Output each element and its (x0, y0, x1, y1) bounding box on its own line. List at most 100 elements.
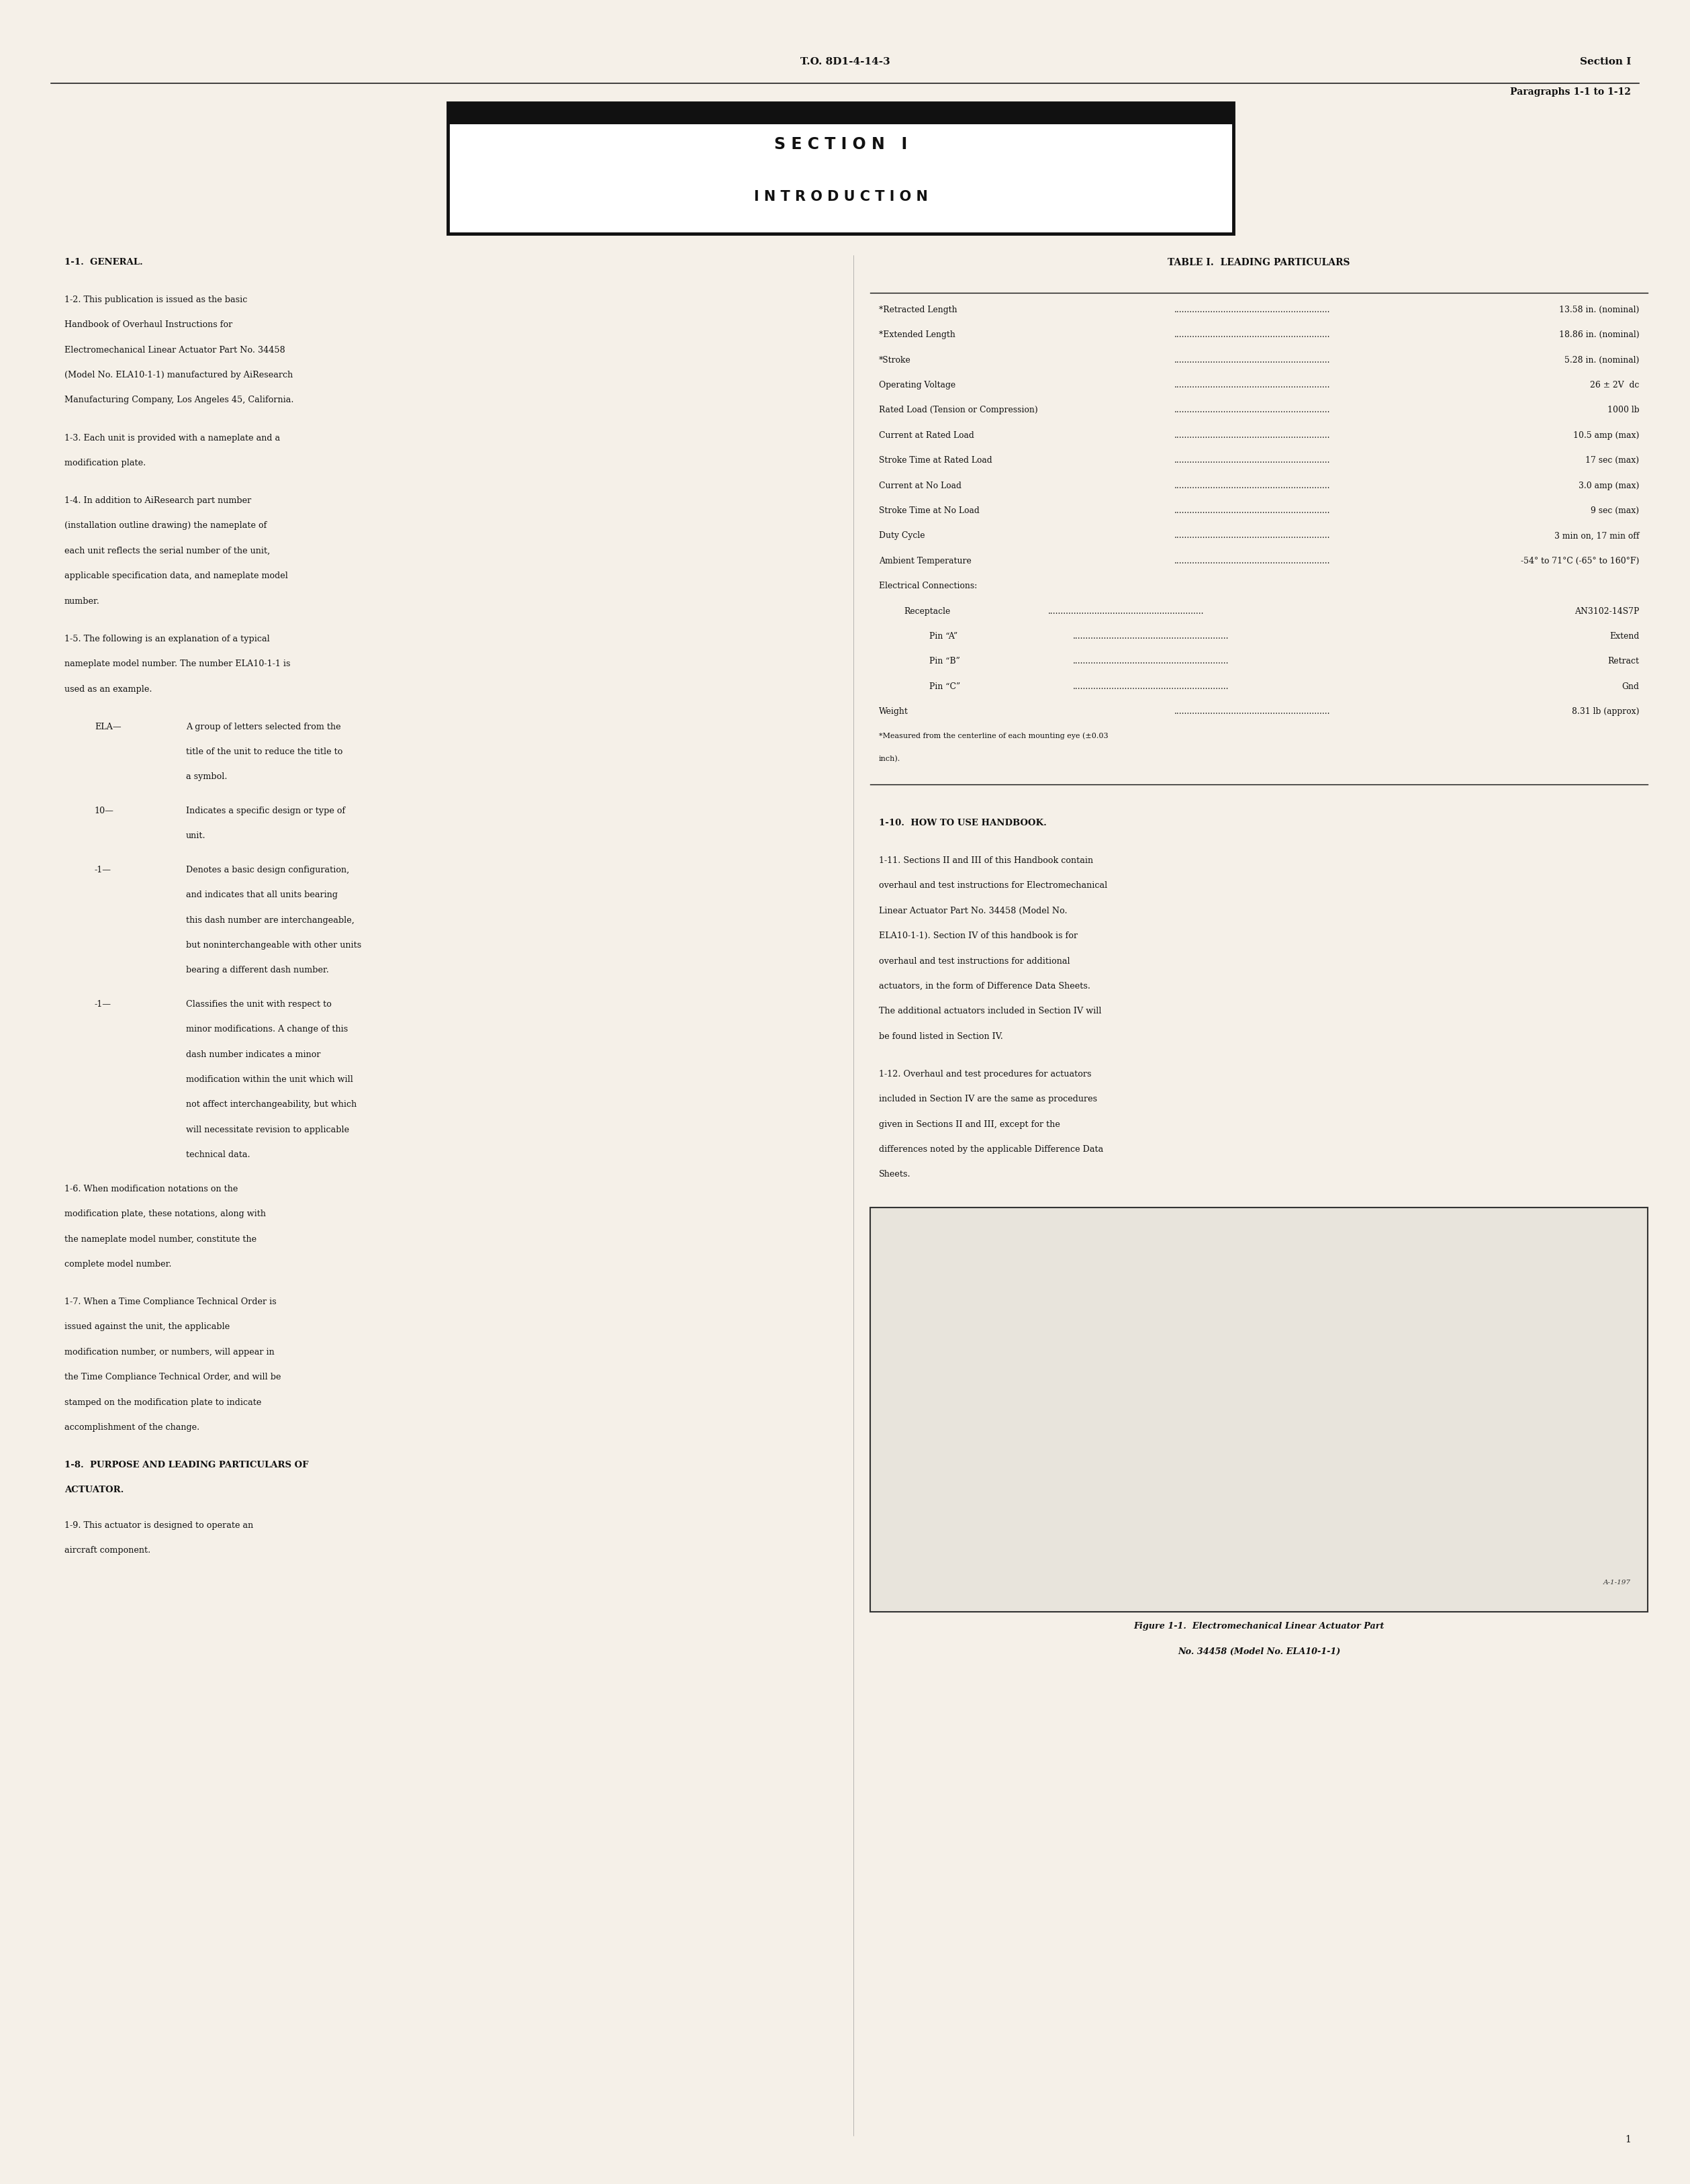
Text: used as an example.: used as an example. (64, 684, 152, 692)
Text: 10—: 10— (95, 806, 113, 815)
Bar (448, 103, 1234, 234)
Text: -1—: -1— (95, 1000, 112, 1009)
Text: each unit reflects the serial number of the unit,: each unit reflects the serial number of … (64, 546, 270, 555)
Text: Pin “A”: Pin “A” (930, 631, 958, 640)
Text: Electrical Connections:: Electrical Connections: (879, 581, 977, 590)
Text: not affect interchangeability, but which: not affect interchangeability, but which (186, 1101, 357, 1109)
Text: (installation outline drawing) the nameplate of: (installation outline drawing) the namep… (64, 522, 267, 531)
Text: Retract: Retract (1607, 657, 1639, 666)
Text: minor modifications. A change of this: minor modifications. A change of this (186, 1024, 348, 1033)
Text: T.O. 8D1-4-14-3: T.O. 8D1-4-14-3 (799, 57, 891, 66)
Text: No. 34458 (Model No. ELA10-1-1): No. 34458 (Model No. ELA10-1-1) (1178, 1647, 1340, 1655)
Text: ............................................................: ........................................… (1175, 430, 1330, 439)
Text: *Stroke: *Stroke (879, 356, 911, 365)
Text: Ambient Temperature: Ambient Temperature (879, 557, 972, 566)
Text: will necessitate revision to applicable: will necessitate revision to applicable (186, 1125, 350, 1133)
Text: given in Sections II and III, except for the: given in Sections II and III, except for… (879, 1120, 1060, 1129)
Text: 1-9. This actuator is designed to operate an: 1-9. This actuator is designed to operat… (64, 1520, 254, 1529)
Text: S E C T I O N   I: S E C T I O N I (774, 138, 908, 153)
Text: -1—: -1— (95, 865, 112, 874)
Text: A-1-197: A-1-197 (1604, 1579, 1631, 1586)
Text: 1-11. Sections II and III of this Handbook contain: 1-11. Sections II and III of this Handbo… (879, 856, 1093, 865)
Text: Stroke Time at Rated Load: Stroke Time at Rated Load (879, 456, 992, 465)
Text: ............................................................: ........................................… (1073, 631, 1229, 640)
Text: Receptacle: Receptacle (904, 607, 951, 616)
Text: ELA10-1-1). Section IV of this handbook is for: ELA10-1-1). Section IV of this handbook … (879, 933, 1078, 941)
Text: Operating Voltage: Operating Voltage (879, 380, 955, 389)
Text: 13.58 in. (nominal): 13.58 in. (nominal) (1560, 306, 1639, 314)
Text: *Retracted Length: *Retracted Length (879, 306, 957, 314)
Text: Pin “C”: Pin “C” (930, 681, 960, 690)
Text: complete model number.: complete model number. (64, 1260, 171, 1269)
Text: accomplishment of the change.: accomplishment of the change. (64, 1424, 199, 1433)
Text: modification number, or numbers, will appear in: modification number, or numbers, will ap… (64, 1348, 274, 1356)
Text: differences noted by the applicable Difference Data: differences noted by the applicable Diff… (879, 1144, 1104, 1153)
Text: The additional actuators included in Section IV will: The additional actuators included in Sec… (879, 1007, 1102, 1016)
Text: unit.: unit. (186, 832, 206, 841)
Text: Handbook of Overhaul Instructions for: Handbook of Overhaul Instructions for (64, 321, 232, 330)
Text: Paragraphs 1-1 to 1-12: Paragraphs 1-1 to 1-12 (1511, 87, 1631, 96)
Text: and indicates that all units bearing: and indicates that all units bearing (186, 891, 338, 900)
Text: 1-8.  PURPOSE AND LEADING PARTICULARS OF: 1-8. PURPOSE AND LEADING PARTICULARS OF (64, 1461, 308, 1470)
Text: ............................................................: ........................................… (1175, 708, 1330, 716)
Text: ............................................................: ........................................… (1175, 480, 1330, 489)
Text: ............................................................: ........................................… (1175, 356, 1330, 365)
Text: Section I: Section I (1580, 57, 1631, 66)
Text: Figure 1-1.  Electromechanical Linear Actuator Part: Figure 1-1. Electromechanical Linear Act… (1134, 1623, 1384, 1631)
Text: 1-10.  HOW TO USE HANDBOOK.: 1-10. HOW TO USE HANDBOOK. (879, 819, 1046, 828)
Text: Manufacturing Company, Los Angeles 45, California.: Manufacturing Company, Los Angeles 45, C… (64, 395, 294, 404)
Text: dash number indicates a minor: dash number indicates a minor (186, 1051, 321, 1059)
Text: Classifies the unit with respect to: Classifies the unit with respect to (186, 1000, 331, 1009)
Text: TABLE I.  LEADING PARTICULARS: TABLE I. LEADING PARTICULARS (1168, 258, 1350, 266)
Text: 1-3. Each unit is provided with a nameplate and a: 1-3. Each unit is provided with a namepl… (64, 432, 281, 441)
Text: ............................................................: ........................................… (1175, 380, 1330, 389)
Text: Current at Rated Load: Current at Rated Load (879, 430, 973, 439)
Bar (870, 1208, 1648, 1612)
Text: number.: number. (64, 596, 100, 605)
Text: Weight: Weight (879, 708, 908, 716)
Text: a symbol.: a symbol. (186, 773, 226, 782)
Text: 1000 lb: 1000 lb (1607, 406, 1639, 415)
Text: ACTUATOR.: ACTUATOR. (64, 1485, 123, 1494)
Text: 3.0 amp (max): 3.0 amp (max) (1578, 480, 1639, 489)
Text: ............................................................: ........................................… (1175, 557, 1330, 566)
Text: 10.5 amp (max): 10.5 amp (max) (1573, 430, 1639, 439)
Text: Extend: Extend (1609, 631, 1639, 640)
Text: 8.31 lb (approx): 8.31 lb (approx) (1572, 708, 1639, 716)
Text: title of the unit to reduce the title to: title of the unit to reduce the title to (186, 747, 343, 756)
Text: be found listed in Section IV.: be found listed in Section IV. (879, 1033, 1002, 1042)
Text: Duty Cycle: Duty Cycle (879, 531, 924, 539)
Text: I N T R O D U C T I O N: I N T R O D U C T I O N (754, 190, 928, 203)
Text: ............................................................: ........................................… (1175, 456, 1330, 465)
Text: 9 sec (max): 9 sec (max) (1590, 507, 1639, 515)
Text: inch).: inch). (879, 756, 901, 762)
Text: but noninterchangeable with other units: but noninterchangeable with other units (186, 941, 362, 950)
Text: ............................................................: ........................................… (1175, 507, 1330, 515)
Text: overhaul and test instructions for Electromechanical: overhaul and test instructions for Elect… (879, 882, 1107, 891)
Text: ............................................................: ........................................… (1175, 531, 1330, 539)
Text: this dash number are interchangeable,: this dash number are interchangeable, (186, 915, 355, 924)
Text: ............................................................: ........................................… (1048, 607, 1203, 616)
Text: modification plate.: modification plate. (64, 459, 145, 467)
Text: Rated Load (Tension or Compression): Rated Load (Tension or Compression) (879, 406, 1038, 415)
Text: Current at No Load: Current at No Load (879, 480, 962, 489)
Text: included in Section IV are the same as procedures: included in Section IV are the same as p… (879, 1094, 1097, 1103)
Text: 17 sec (max): 17 sec (max) (1585, 456, 1639, 465)
Text: Indicates a specific design or type of: Indicates a specific design or type of (186, 806, 345, 815)
Text: Sheets.: Sheets. (879, 1171, 911, 1179)
Text: 1-1.  GENERAL.: 1-1. GENERAL. (64, 258, 142, 266)
Text: technical data.: technical data. (186, 1151, 250, 1160)
Text: applicable specification data, and nameplate model: applicable specification data, and namep… (64, 572, 287, 581)
Text: 1-7. When a Time Compliance Technical Order is: 1-7. When a Time Compliance Technical Or… (64, 1297, 275, 1306)
Bar (448, 103, 1234, 124)
Text: Stroke Time at No Load: Stroke Time at No Load (879, 507, 979, 515)
Text: Denotes a basic design configuration,: Denotes a basic design configuration, (186, 865, 350, 874)
Text: the nameplate model number, constitute the: the nameplate model number, constitute t… (64, 1234, 257, 1243)
Text: ............................................................: ........................................… (1073, 681, 1229, 690)
Text: 1-5. The following is an explanation of a typical: 1-5. The following is an explanation of … (64, 633, 269, 642)
Text: ............................................................: ........................................… (1073, 657, 1229, 666)
Text: ............................................................: ........................................… (1175, 330, 1330, 339)
Text: 1-4. In addition to AiResearch part number: 1-4. In addition to AiResearch part numb… (64, 496, 252, 505)
Text: -54° to 71°C (-65° to 160°F): -54° to 71°C (-65° to 160°F) (1521, 557, 1639, 566)
Text: overhaul and test instructions for additional: overhaul and test instructions for addit… (879, 957, 1070, 965)
